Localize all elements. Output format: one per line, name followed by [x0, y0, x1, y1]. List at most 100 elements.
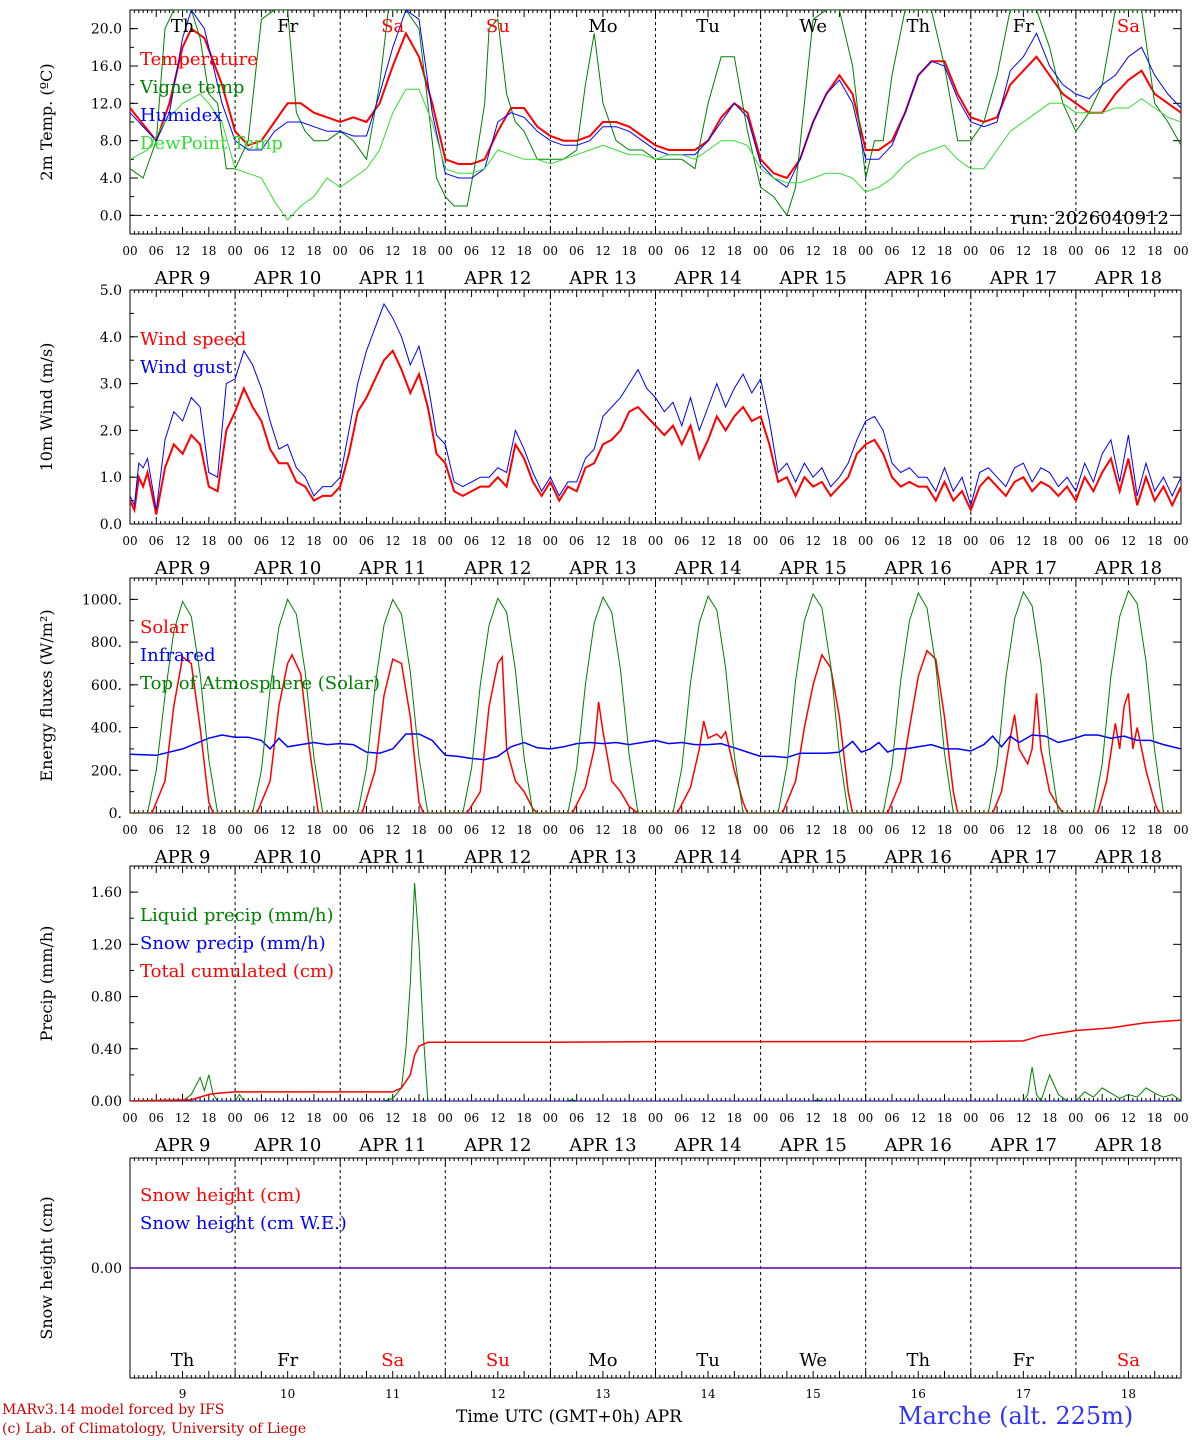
y-tick-label: 12.0	[91, 96, 122, 112]
hour-label: 12	[806, 244, 821, 258]
hour-label: 12	[806, 823, 821, 837]
hour-label: 00	[858, 823, 873, 837]
hour-label: 06	[359, 823, 374, 837]
hour-label: 12	[700, 1111, 715, 1125]
run-label: run: 2026040912	[1011, 208, 1169, 229]
model-credit: MARv3.14 model forced by IFS	[2, 1402, 225, 1418]
date-label: APR 9	[154, 1135, 211, 1156]
day-number-label: 18	[1121, 1387, 1136, 1401]
hour-label: 00	[1173, 244, 1188, 258]
hour-label: 18	[201, 534, 216, 548]
hour-label: 12	[595, 823, 610, 837]
hour-label: 00	[1173, 534, 1188, 548]
hour-label: 00	[858, 534, 873, 548]
hour-label: 00	[1068, 244, 1083, 258]
hour-label: 00	[963, 534, 978, 548]
date-label: APR 13	[568, 847, 636, 868]
hour-label: 18	[937, 244, 952, 258]
date-label: APR 14	[673, 268, 741, 289]
hour-label: 06	[464, 244, 479, 258]
hour-label: 00	[753, 823, 768, 837]
date-label: APR 9	[154, 558, 211, 579]
hour-label: 18	[306, 823, 321, 837]
hour-label: 12	[385, 823, 400, 837]
hour-label: 06	[254, 1111, 269, 1125]
hour-label: 12	[490, 823, 505, 837]
hour-label: 00	[648, 244, 663, 258]
hour-label: 18	[411, 534, 426, 548]
y-tick-label: 4.0	[100, 171, 122, 187]
date-label: APR 15	[779, 558, 847, 579]
hour-label: 12	[280, 1111, 295, 1125]
hour-label: 18	[1042, 823, 1057, 837]
legend-entry: Snow height (cm W.E.)	[140, 1213, 347, 1234]
y-tick-label: 8.0	[100, 134, 122, 150]
hour-label: 00	[227, 534, 242, 548]
hour-label: 00	[543, 1111, 558, 1125]
hour-label: 00	[543, 534, 558, 548]
weekday-label: Su	[486, 1350, 510, 1371]
legend-entry: Solar	[140, 617, 189, 638]
weekday-label: Mo	[588, 1350, 617, 1371]
hour-label: 18	[1042, 534, 1057, 548]
hour-label: 12	[280, 534, 295, 548]
series-line-infrared	[130, 733, 1181, 761]
y-tick-label: 5.0	[100, 283, 122, 299]
y-tick-label: 1000.	[82, 592, 122, 608]
hour-label: 18	[201, 823, 216, 837]
hour-label: 00	[648, 534, 663, 548]
y-axis-title: 10m Wind (m/s)	[37, 343, 56, 472]
hour-label: 18	[937, 1111, 952, 1125]
hour-label: 00	[963, 244, 978, 258]
hour-label: 06	[674, 823, 689, 837]
date-label: APR 16	[884, 558, 952, 579]
date-label: APR 11	[358, 268, 426, 289]
legend-entry: Infrared	[140, 645, 215, 666]
legend-entry: Total cumulated (cm)	[140, 961, 334, 982]
y-tick-label: 600.	[91, 678, 122, 694]
series-line-temperature	[130, 27, 1181, 180]
y-tick-label: 3.0	[100, 377, 122, 393]
date-label: APR 17	[989, 268, 1057, 289]
legend-entry: DewPoint Temp	[140, 133, 283, 154]
hour-label: 00	[858, 1111, 873, 1125]
y-tick-label: 800.	[91, 635, 122, 651]
hour-label: 06	[674, 244, 689, 258]
hour-label: 12	[490, 244, 505, 258]
hour-label: 06	[149, 823, 164, 837]
hour-label: 06	[359, 1111, 374, 1125]
hour-label: 12	[1121, 244, 1136, 258]
legend-entry: Wind speed	[140, 329, 246, 350]
date-label: APR 12	[463, 1135, 531, 1156]
hour-label: 18	[832, 534, 847, 548]
hour-label: 18	[411, 244, 426, 258]
weekday-label: Tu	[696, 16, 720, 37]
date-label: APR 16	[884, 847, 952, 868]
hour-label: 00	[648, 823, 663, 837]
hour-label: 12	[806, 534, 821, 548]
y-tick-label: 16.0	[91, 59, 122, 75]
hour-label: 12	[175, 244, 190, 258]
y-axis-title: Precip (mm/h)	[37, 926, 56, 1042]
y-tick-label: 0.80	[91, 990, 122, 1006]
hour-label: 00	[1068, 823, 1083, 837]
y-axis-title: Snow height (cm)	[37, 1196, 56, 1339]
weekday-label: Su	[486, 16, 510, 37]
date-label: APR 13	[568, 558, 636, 579]
hour-label: 12	[175, 1111, 190, 1125]
hour-label: 12	[1016, 244, 1031, 258]
hour-label: 06	[779, 244, 794, 258]
weekday-label: Th	[171, 1350, 195, 1371]
hour-label: 18	[516, 244, 531, 258]
hour-label: 18	[411, 823, 426, 837]
hour-label: 00	[963, 1111, 978, 1125]
series-line-dewpoint-temp	[130, 88, 1181, 221]
y-axis-title: Energy fluxes (W/m²)	[37, 609, 56, 781]
date-label: APR 11	[358, 847, 426, 868]
day-number-label: 16	[911, 1387, 926, 1401]
series-line-vigne-temp	[130, 10, 1181, 217]
hour-label: 06	[779, 823, 794, 837]
hour-label: 18	[1147, 244, 1162, 258]
series-line-wind-gust	[130, 302, 1181, 511]
hour-label: 06	[884, 244, 899, 258]
